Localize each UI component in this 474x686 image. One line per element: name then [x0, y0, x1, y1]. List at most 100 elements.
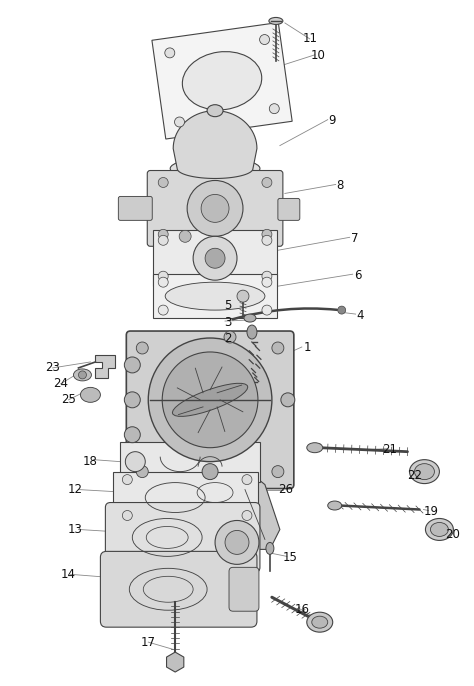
- Ellipse shape: [426, 519, 453, 541]
- Ellipse shape: [410, 460, 439, 484]
- Circle shape: [137, 342, 148, 354]
- Text: 21: 21: [382, 443, 397, 456]
- Circle shape: [262, 229, 272, 239]
- Text: 12: 12: [68, 483, 83, 496]
- Circle shape: [337, 306, 346, 314]
- Circle shape: [224, 331, 236, 343]
- Circle shape: [174, 117, 184, 127]
- Text: 13: 13: [68, 523, 83, 536]
- Circle shape: [202, 464, 218, 480]
- Ellipse shape: [307, 442, 323, 453]
- Ellipse shape: [244, 314, 256, 322]
- Text: 5: 5: [224, 298, 232, 311]
- Circle shape: [158, 277, 168, 287]
- Ellipse shape: [81, 388, 100, 402]
- Circle shape: [242, 475, 252, 484]
- Text: 2: 2: [224, 331, 232, 344]
- Ellipse shape: [307, 612, 333, 632]
- Circle shape: [262, 271, 272, 281]
- Ellipse shape: [414, 464, 434, 480]
- Circle shape: [158, 271, 168, 281]
- Text: 19: 19: [424, 505, 439, 518]
- Circle shape: [158, 235, 168, 246]
- Ellipse shape: [207, 105, 223, 117]
- FancyBboxPatch shape: [229, 567, 259, 611]
- FancyBboxPatch shape: [147, 171, 283, 246]
- Circle shape: [158, 229, 168, 239]
- Circle shape: [260, 34, 270, 45]
- Circle shape: [242, 510, 252, 521]
- Ellipse shape: [247, 325, 257, 339]
- Ellipse shape: [170, 158, 260, 180]
- Text: 25: 25: [61, 393, 76, 406]
- Ellipse shape: [165, 282, 265, 310]
- Circle shape: [281, 393, 295, 407]
- Ellipse shape: [266, 543, 274, 554]
- Circle shape: [205, 248, 225, 268]
- Text: 10: 10: [310, 49, 325, 62]
- Circle shape: [162, 352, 258, 448]
- Circle shape: [158, 305, 168, 315]
- Circle shape: [187, 180, 243, 236]
- Text: 6: 6: [354, 269, 361, 282]
- Text: 26: 26: [278, 483, 293, 496]
- Text: 20: 20: [445, 528, 460, 541]
- Bar: [153, 230, 277, 286]
- Text: 17: 17: [141, 636, 156, 649]
- Text: 3: 3: [224, 316, 232, 329]
- Circle shape: [124, 427, 140, 442]
- Circle shape: [201, 194, 229, 222]
- Circle shape: [124, 392, 140, 407]
- Ellipse shape: [328, 501, 342, 510]
- Ellipse shape: [173, 383, 248, 416]
- Circle shape: [125, 451, 145, 471]
- Circle shape: [262, 235, 272, 246]
- Ellipse shape: [430, 523, 448, 536]
- Text: 11: 11: [302, 32, 317, 45]
- Text: 1: 1: [304, 342, 311, 355]
- Bar: [152, 23, 292, 139]
- Circle shape: [237, 290, 249, 302]
- Polygon shape: [166, 652, 184, 672]
- Text: 15: 15: [283, 551, 297, 564]
- Circle shape: [272, 342, 284, 354]
- Text: 7: 7: [351, 232, 358, 245]
- Circle shape: [262, 305, 272, 315]
- Ellipse shape: [312, 616, 328, 628]
- Polygon shape: [173, 110, 257, 178]
- FancyBboxPatch shape: [278, 198, 300, 220]
- Circle shape: [262, 277, 272, 287]
- Bar: [113, 471, 258, 523]
- Circle shape: [122, 475, 132, 484]
- Ellipse shape: [269, 17, 283, 25]
- FancyBboxPatch shape: [100, 552, 257, 627]
- Polygon shape: [230, 464, 280, 549]
- Ellipse shape: [73, 369, 91, 381]
- Text: 9: 9: [328, 114, 336, 127]
- Circle shape: [193, 236, 237, 280]
- Circle shape: [269, 104, 279, 114]
- Ellipse shape: [182, 51, 262, 110]
- Polygon shape: [95, 355, 115, 378]
- Circle shape: [137, 466, 148, 477]
- FancyBboxPatch shape: [127, 331, 294, 488]
- Circle shape: [165, 48, 175, 58]
- Text: 8: 8: [336, 179, 343, 192]
- Text: 4: 4: [356, 309, 364, 322]
- Circle shape: [79, 371, 86, 379]
- FancyBboxPatch shape: [118, 196, 152, 220]
- Circle shape: [179, 230, 191, 242]
- Text: 23: 23: [45, 362, 60, 375]
- Circle shape: [124, 357, 140, 373]
- Text: 22: 22: [407, 469, 422, 482]
- Text: 16: 16: [294, 603, 310, 616]
- Text: 18: 18: [83, 455, 98, 468]
- Circle shape: [215, 521, 259, 565]
- Text: 14: 14: [61, 568, 76, 581]
- Text: 24: 24: [53, 377, 68, 390]
- Bar: [153, 274, 277, 318]
- Circle shape: [262, 178, 272, 187]
- Circle shape: [272, 466, 284, 477]
- Circle shape: [225, 530, 249, 554]
- Circle shape: [158, 178, 168, 187]
